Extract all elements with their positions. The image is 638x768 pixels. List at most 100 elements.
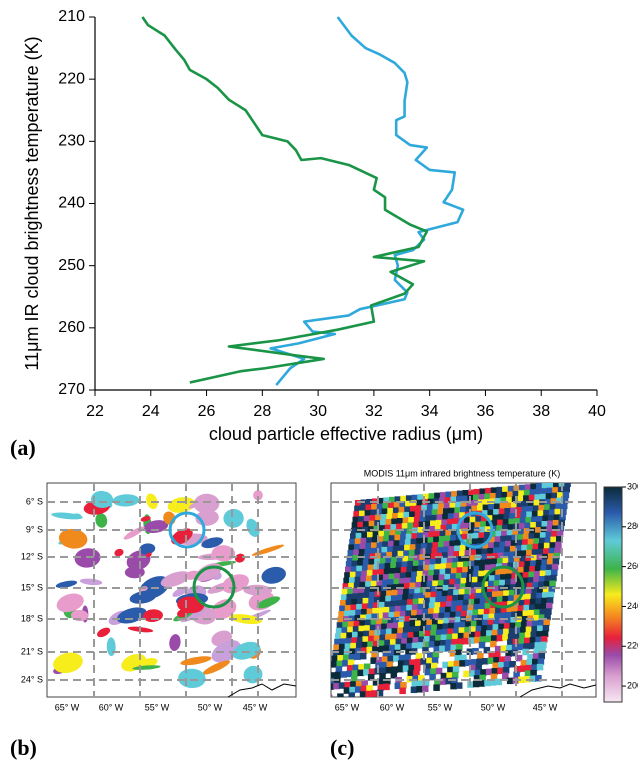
- field-cell: [365, 542, 372, 550]
- field-cell: [424, 597, 431, 605]
- field-cell: [452, 556, 459, 564]
- field-cell: [473, 565, 480, 573]
- cloud-object: [73, 513, 82, 518]
- field-cell: [350, 681, 357, 688]
- field-cell: [489, 569, 497, 577]
- field-cell: [507, 485, 515, 493]
- field-cell: [497, 519, 504, 527]
- field-cell: [455, 540, 462, 547]
- field-cell: [479, 597, 487, 605]
- field-cell: [427, 613, 434, 621]
- field-cell: [352, 587, 360, 595]
- field-cell: [414, 549, 422, 556]
- field-cell: [551, 492, 558, 500]
- field-cell: [446, 672, 453, 679]
- field-cell: [363, 669, 370, 676]
- field-cell: [497, 514, 505, 521]
- field-cell: [386, 513, 393, 521]
- field-cell: [446, 595, 454, 603]
- field-cell: [436, 552, 443, 560]
- field-cell: [552, 487, 559, 494]
- field-cell: [509, 513, 516, 520]
- field-cell: [402, 632, 409, 640]
- field-cell: [404, 654, 411, 661]
- field-cell: [426, 619, 433, 626]
- field-cell: [379, 525, 386, 532]
- field-cell: [379, 519, 387, 527]
- x-tick-label: 32: [365, 403, 383, 420]
- field-cell: [419, 515, 427, 523]
- cloud-object: [140, 516, 151, 522]
- field-cell: [398, 621, 405, 629]
- field-cell: [380, 514, 388, 521]
- field-cell: [528, 533, 536, 540]
- field-cell: [385, 628, 393, 636]
- field-cell: [498, 623, 505, 631]
- field-cell: [340, 632, 348, 640]
- field-cell: [447, 666, 454, 674]
- field-cell: [334, 671, 342, 679]
- field-cell: [499, 618, 506, 625]
- field-cell: [512, 605, 519, 613]
- field-cell: [409, 659, 416, 666]
- field-cell: [421, 504, 428, 512]
- field-cell: [514, 589, 522, 596]
- field-cell: [337, 655, 344, 662]
- field-cell: [397, 589, 404, 596]
- field-cell: [425, 663, 432, 670]
- field-cell: [449, 540, 456, 548]
- y-tick-label: 220: [58, 70, 85, 87]
- field-cell: [501, 524, 509, 532]
- field-cell: [490, 487, 498, 494]
- cloud-object: [211, 640, 241, 663]
- field-cell: [461, 572, 468, 579]
- field-cell: [439, 568, 447, 576]
- field-cell: [426, 657, 433, 665]
- field-cell: [437, 547, 444, 554]
- field-cell: [526, 511, 533, 518]
- field-cell: [419, 630, 426, 638]
- field-cell: [390, 671, 398, 679]
- field-cell: [414, 510, 422, 518]
- field-cell: [545, 608, 552, 615]
- field-cell: [547, 558, 554, 566]
- field-cell: [401, 599, 408, 607]
- field-cell: [381, 618, 389, 625]
- field-cell: [465, 582, 472, 590]
- field-cell: [557, 524, 565, 532]
- x-tick-label: 24: [142, 403, 160, 420]
- field-cell: [473, 675, 481, 682]
- field-cell: [443, 579, 451, 586]
- cloud-object: [202, 660, 231, 675]
- field-cell: [511, 644, 519, 651]
- field-cell: [416, 576, 423, 583]
- field-cell: [358, 625, 365, 633]
- field-cell: [521, 615, 529, 623]
- field-cell: [502, 672, 509, 680]
- field-cell: [432, 542, 439, 549]
- field-cell: [338, 682, 346, 689]
- field-cell: [334, 638, 341, 646]
- field-cell: [353, 620, 361, 628]
- field-cell: [367, 602, 374, 610]
- field-cell: [530, 554, 538, 562]
- field-cell: [431, 657, 439, 664]
- cloud-object: [188, 501, 202, 509]
- field-cell: [445, 639, 453, 646]
- field-cell: [368, 597, 375, 604]
- cloud-object: [139, 543, 156, 555]
- field-cell: [399, 501, 406, 508]
- field-cell: [460, 506, 467, 514]
- field-cell: [412, 675, 419, 682]
- field-cell: [383, 530, 391, 537]
- field-cell: [434, 602, 442, 609]
- field-cell: [408, 626, 416, 633]
- field-cell: [513, 633, 521, 640]
- field-cell: [384, 524, 392, 532]
- field-cell: [452, 595, 459, 602]
- field-cell: [499, 541, 506, 548]
- field-cell: [518, 638, 525, 645]
- field-cell: [478, 641, 486, 649]
- field-cell: [533, 499, 541, 507]
